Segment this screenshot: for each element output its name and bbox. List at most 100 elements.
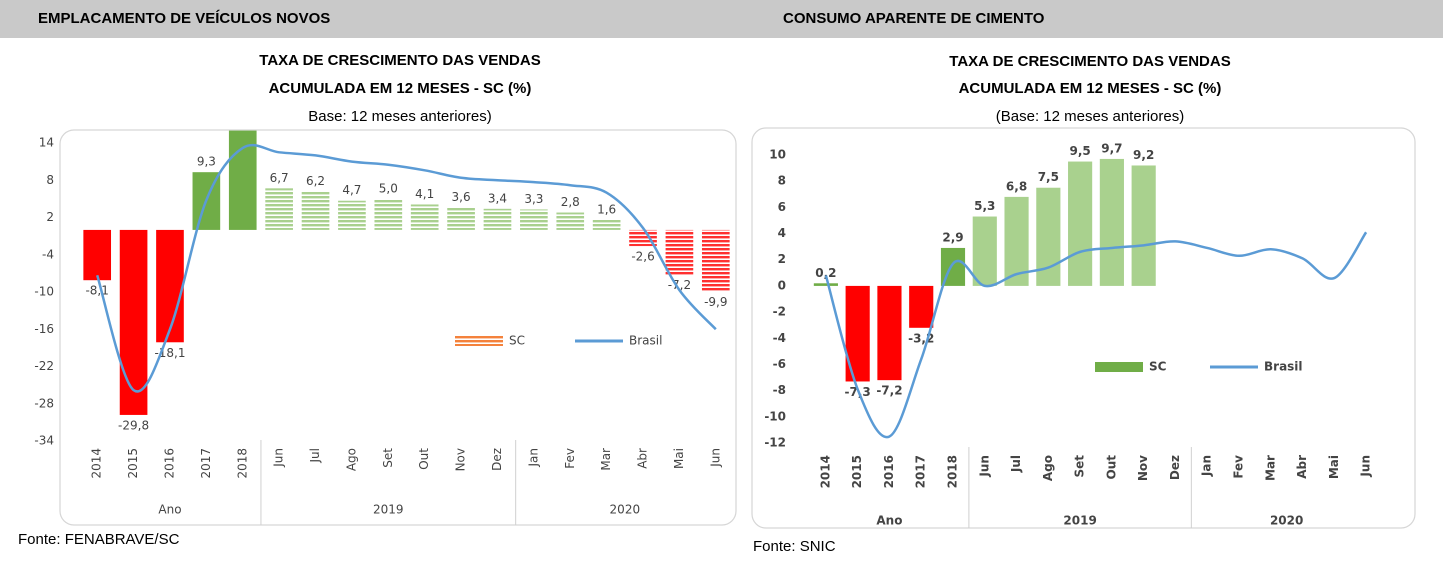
- legend-label: Brasil: [1264, 360, 1303, 374]
- bar: [629, 229, 657, 247]
- bar: [909, 285, 934, 328]
- bar: [119, 229, 148, 415]
- bar: [483, 208, 512, 230]
- bar: [83, 229, 112, 281]
- y-tick-label: -6: [773, 357, 786, 371]
- data-label: 2,8: [561, 195, 580, 209]
- bar: [813, 283, 838, 286]
- x-tick-label: Jun: [708, 448, 722, 468]
- y-tick-label: 8: [46, 173, 54, 187]
- legend-label: SC: [509, 334, 525, 348]
- y-tick-label: -4: [773, 331, 786, 345]
- x-tick-label: 2018: [946, 455, 960, 488]
- y-tick-label: -4: [42, 247, 54, 261]
- data-label: -9,9: [704, 295, 727, 309]
- x-tick-label: 2016: [882, 455, 896, 488]
- data-label: 3,3: [524, 192, 543, 206]
- y-tick-label: 2: [46, 210, 54, 224]
- x-tick-label: Jun: [977, 455, 991, 478]
- x-tick-label: Jan: [526, 448, 540, 468]
- x-tick-label: 2014: [818, 455, 832, 488]
- bar: [447, 207, 475, 230]
- x-tick-label: Ago: [1041, 455, 1055, 481]
- section-header: CONSUMO APARENTE DE CIMENTO: [783, 10, 1045, 27]
- y-tick-label: 0: [778, 278, 786, 292]
- y-tick-label: -10: [764, 409, 786, 423]
- bar: [338, 200, 366, 230]
- y-tick-label: 10: [769, 148, 786, 162]
- y-tick-label: -34: [34, 434, 54, 448]
- data-label: 7,5: [1038, 170, 1059, 184]
- bar: [1036, 187, 1061, 286]
- line: [96, 143, 717, 393]
- legend-swatch: [1095, 362, 1143, 372]
- data-label: 6,7: [270, 171, 289, 185]
- x-tick-label: Mai: [672, 448, 686, 469]
- bar: [520, 209, 548, 230]
- bar: [665, 229, 694, 275]
- bar: [1099, 158, 1124, 286]
- x-tick-label: Nov: [454, 448, 468, 471]
- section-header: EMPLACAMENTO DE VEÍCULOS NOVOS: [38, 10, 330, 27]
- x-tick-label: Jun: [272, 448, 286, 468]
- x-tick-label: 2015: [850, 455, 864, 488]
- chart-title: TAXA DE CRESCIMENTO DAS VENDAS: [949, 53, 1230, 70]
- data-label: -29,8: [118, 418, 149, 432]
- x-tick-label: Nov: [1136, 455, 1150, 481]
- data-label: 4,1: [415, 187, 434, 201]
- bar: [410, 204, 439, 230]
- x-tick-label: Jul: [1009, 455, 1023, 473]
- data-label: 6,2: [306, 174, 325, 188]
- bar: [877, 285, 902, 381]
- chart-title-2: ACUMULADA EM 12 MESES - SC (%): [959, 80, 1222, 97]
- data-label: -7,2: [876, 384, 902, 398]
- data-label: 5,3: [974, 199, 995, 213]
- group-label: 2020: [1270, 514, 1303, 528]
- group-label: Ano: [158, 503, 181, 517]
- y-tick-label: -2: [773, 305, 786, 319]
- x-tick-label: Set: [1073, 455, 1087, 478]
- data-label: 4,7: [342, 183, 361, 197]
- source-note: Fonte: FENABRAVE/SC: [18, 531, 180, 548]
- y-tick-label: -8: [773, 383, 786, 397]
- y-tick-label: 4: [778, 226, 786, 240]
- x-tick-label: Out: [417, 448, 431, 470]
- line: [824, 231, 1368, 439]
- plot-frame: [751, 127, 1416, 529]
- data-label: 9,7: [1101, 141, 1122, 155]
- legend-label: SC: [1149, 360, 1167, 374]
- group-label: 2019: [1063, 514, 1096, 528]
- y-tick-label: -28: [34, 396, 54, 410]
- bar: [374, 198, 403, 230]
- data-label: 2,9: [942, 230, 963, 244]
- x-tick-label: Jun: [1359, 455, 1373, 478]
- y-tick-label: -10: [34, 285, 54, 299]
- y-tick-label: -22: [34, 359, 54, 373]
- x-tick-label: Jan: [1200, 455, 1214, 477]
- data-label: -2,6: [631, 250, 654, 264]
- chart-title-2: ACUMULADA EM 12 MESES - SC (%): [269, 80, 532, 97]
- bar: [265, 188, 293, 230]
- x-tick-label: Fev: [563, 448, 577, 469]
- bar: [1131, 165, 1156, 286]
- y-tick-label: -16: [34, 322, 54, 336]
- data-label: 0,2: [815, 266, 836, 280]
- data-label: 5,0: [379, 181, 398, 195]
- x-tick-label: Jul: [308, 448, 322, 463]
- bar: [301, 191, 330, 230]
- x-tick-label: Dez: [1168, 455, 1182, 480]
- x-tick-label: 2016: [162, 448, 176, 479]
- legend-label: Brasil: [629, 334, 662, 348]
- bar: [1068, 161, 1093, 286]
- bar: [701, 229, 730, 292]
- data-label: 3,6: [452, 190, 471, 204]
- chart-title: TAXA DE CRESCIMENTO DAS VENDAS: [259, 52, 540, 69]
- y-tick-label: 8: [778, 174, 786, 188]
- x-tick-label: Mar: [599, 448, 613, 471]
- x-tick-label: Fev: [1232, 455, 1246, 479]
- group-label: Ano: [876, 514, 902, 528]
- bar: [1004, 196, 1029, 286]
- data-label: 1,6: [597, 202, 616, 216]
- bar: [556, 212, 585, 230]
